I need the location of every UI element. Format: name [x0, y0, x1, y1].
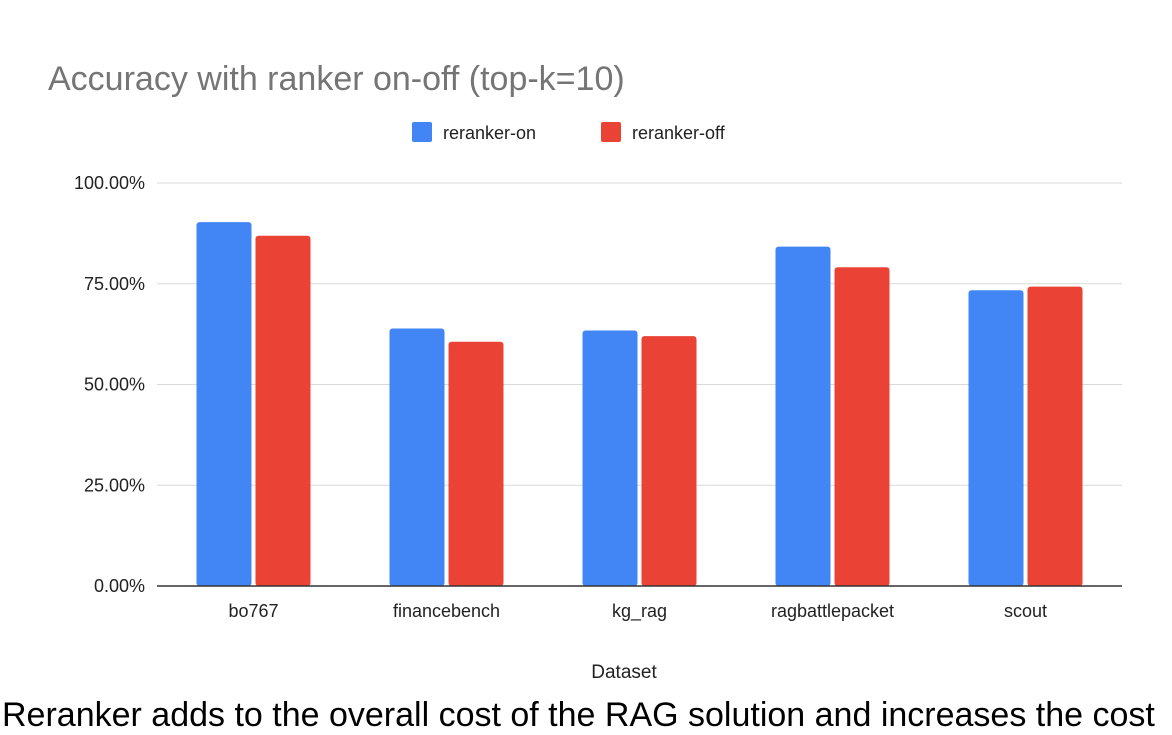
bar-reranker-on-ragbattlepacket — [775, 246, 831, 586]
bar-reranker-on-bo767 — [196, 222, 252, 586]
x-tick-label: kg_rag — [612, 601, 667, 622]
caption-text: Reranker adds to the overall cost of the… — [2, 696, 1155, 734]
legend-label-reranker-off: reranker-off — [632, 123, 726, 143]
legend: reranker-on reranker-off — [412, 122, 726, 143]
bar-reranker-on-kg_rag — [582, 330, 638, 586]
bar-reranker-off-kg_rag — [641, 336, 697, 586]
bar-layer — [196, 222, 1083, 586]
bar-reranker-off-ragbattlepacket — [834, 267, 890, 586]
legend-swatch-reranker-off — [601, 122, 621, 142]
grid-layer — [157, 182, 1122, 486]
chart-title: Accuracy with ranker on-off (top-k=10) — [48, 60, 625, 98]
x-tick-label: scout — [1004, 601, 1047, 621]
y-tick-label: 25.00% — [84, 475, 145, 495]
x-axis-title: Dataset — [591, 662, 657, 683]
y-axis-tick-labels: 0.00% 25.00% 50.00% 75.00% 100.00% — [74, 173, 145, 596]
bar-reranker-off-financebench — [448, 341, 504, 586]
x-tick-label: financebench — [393, 601, 500, 621]
y-tick-label: 100.00% — [74, 173, 145, 193]
x-tick-label: bo767 — [228, 601, 278, 621]
y-tick-label: 75.00% — [84, 274, 145, 294]
x-axis-tick-labels: bo767 financebench kg_rag ragbattlepacket sc… — [228, 601, 1047, 622]
x-tick-label: ragbattlepacket — [771, 601, 894, 621]
legend-swatch-reranker-on — [412, 122, 432, 142]
bar-reranker-on-financebench — [389, 328, 445, 586]
legend-label-reranker-on: reranker-on — [443, 123, 536, 143]
bar-reranker-on-scout — [968, 290, 1024, 586]
y-tick-label: 0.00% — [94, 576, 145, 596]
y-tick-label: 50.00% — [84, 375, 145, 395]
bar-reranker-off-bo767 — [255, 235, 311, 586]
bar-reranker-off-scout — [1027, 286, 1083, 586]
